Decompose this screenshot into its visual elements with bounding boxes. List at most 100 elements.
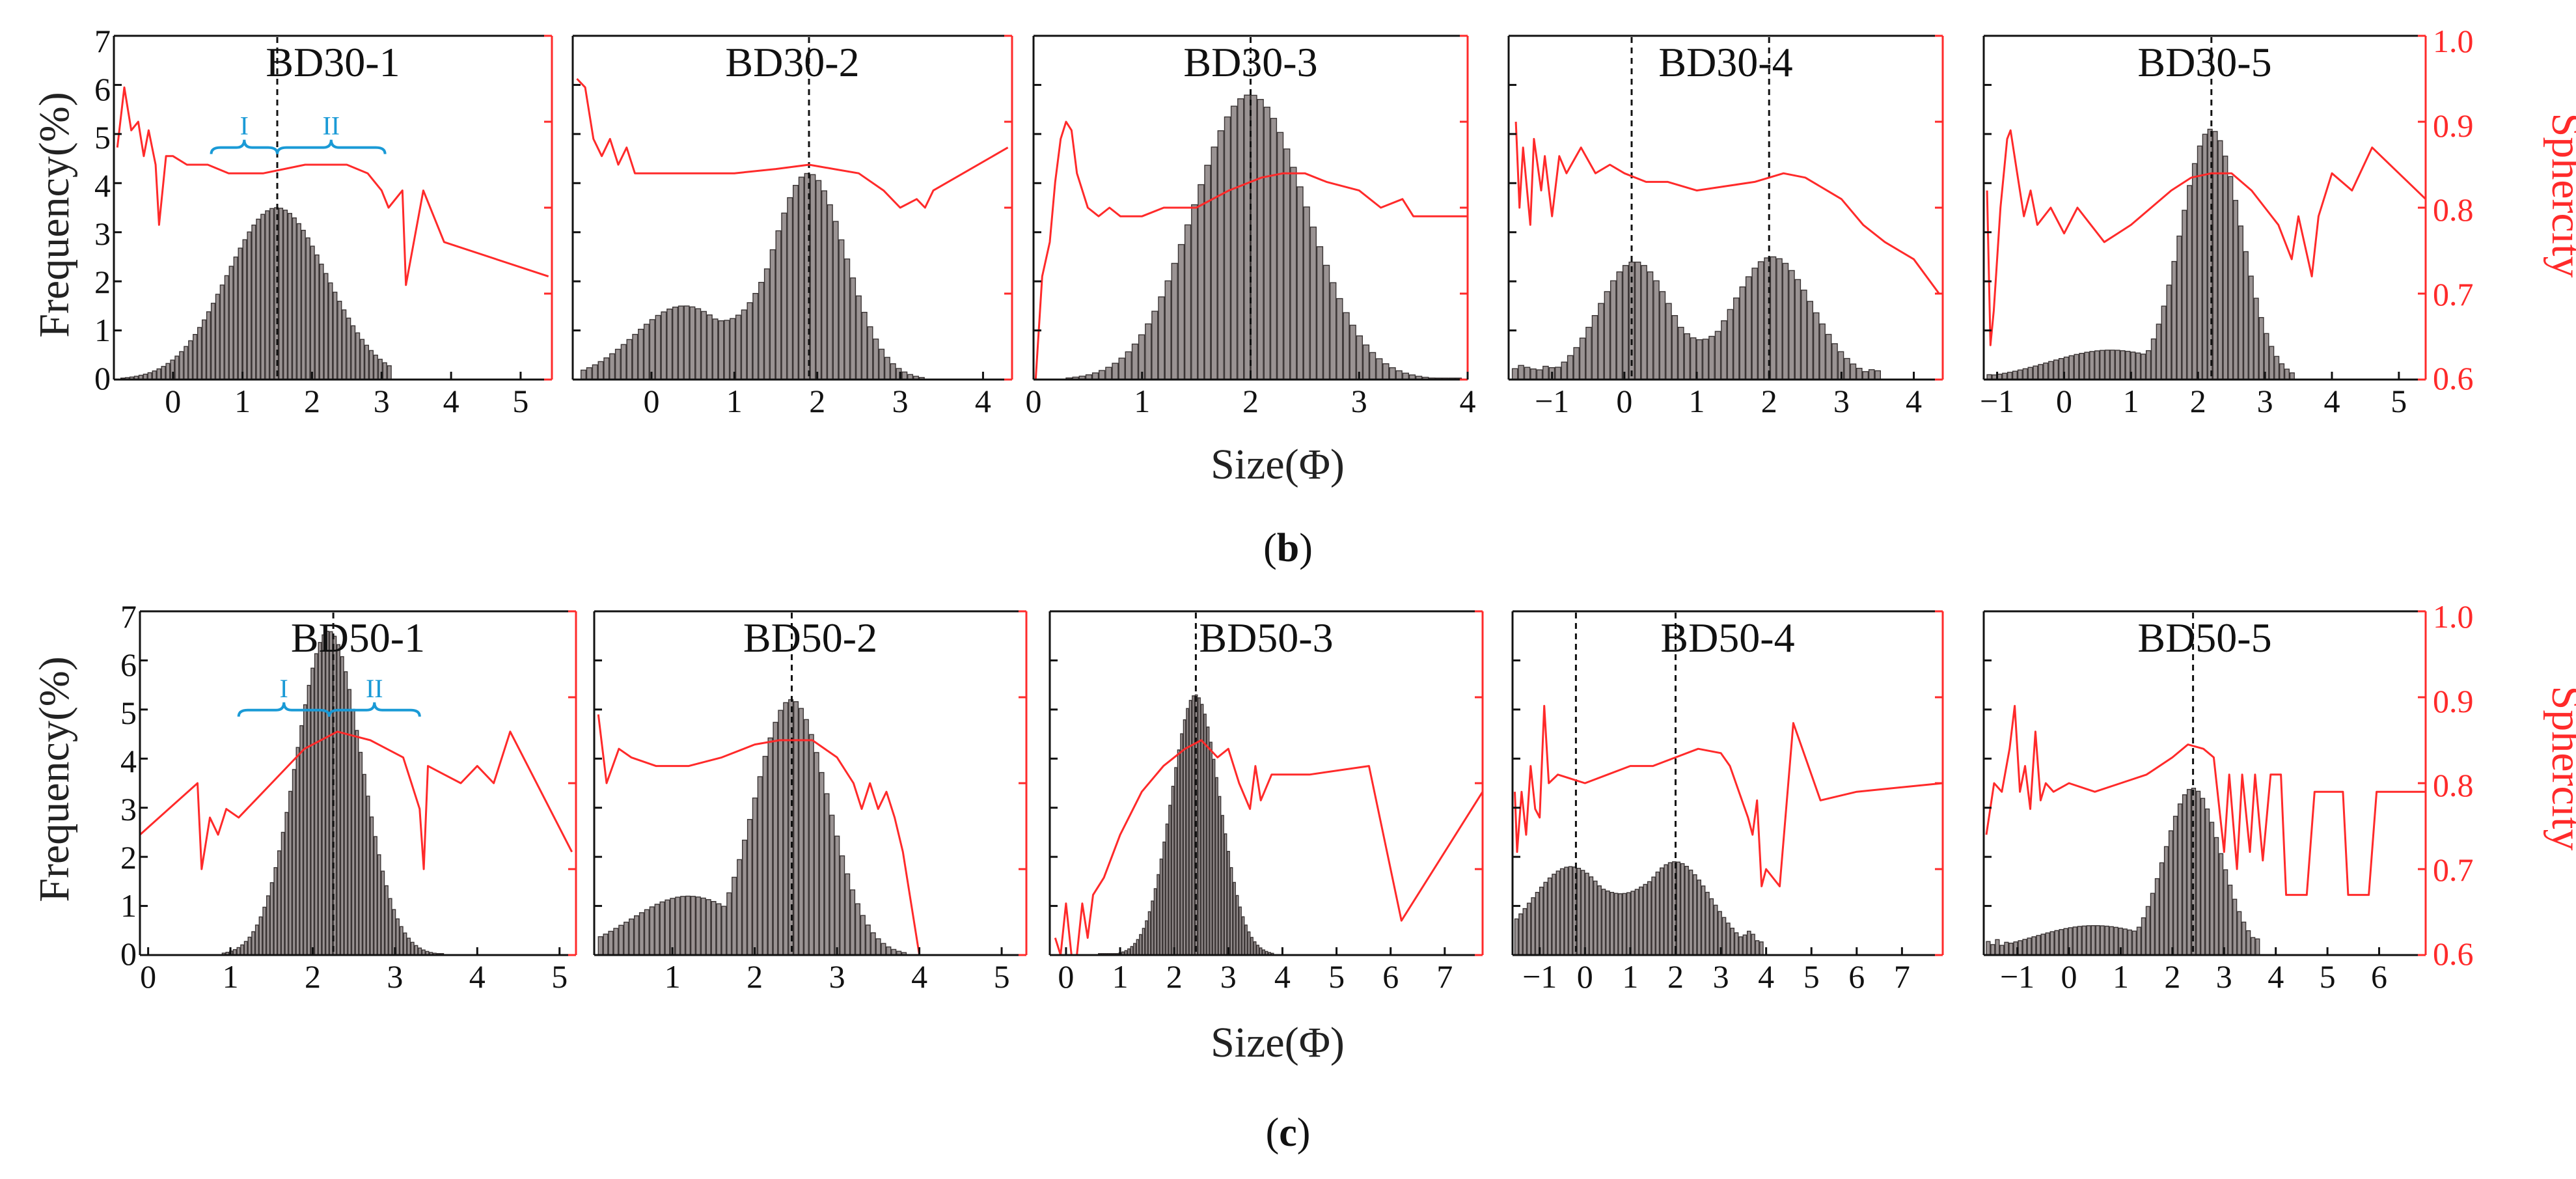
histogram (597, 699, 907, 956)
x-tick-label: 4 (1460, 383, 1476, 419)
histogram-bar (1524, 367, 1531, 380)
range-label: I (240, 111, 249, 141)
histogram-bar (1188, 700, 1192, 956)
histogram-bar (277, 850, 281, 956)
histogram-bar (1247, 931, 1251, 956)
histogram-bar (1647, 271, 1654, 380)
histogram-bar (845, 873, 851, 956)
y2-tick-label: 0.8 (2433, 767, 2474, 803)
histogram-bar (1229, 867, 1233, 956)
histogram-bar (2212, 131, 2218, 380)
histogram-bar (666, 309, 673, 380)
histogram-bar (2187, 185, 2193, 380)
histogram-bar (618, 924, 624, 956)
range-brace (210, 139, 279, 154)
x-tick-label: 2 (1667, 958, 1684, 995)
histogram-bar (355, 730, 359, 956)
histogram-bar (2258, 317, 2264, 380)
histogram-bar (678, 305, 684, 380)
histogram-bar (1713, 904, 1718, 956)
histogram-bar (2200, 798, 2206, 956)
histogram-bar (2251, 937, 2256, 956)
histogram-bar (2209, 822, 2215, 956)
x-tick-label: 6 (1848, 958, 1865, 995)
x-tick-label: 2 (305, 958, 321, 995)
histogram-bar (861, 312, 868, 380)
histogram-bar (2274, 355, 2280, 380)
histogram-bar (613, 928, 619, 956)
row-b-y-axis-label: Frequency(%) (31, 92, 78, 338)
x-tick-label: 6 (2371, 958, 2387, 995)
histogram-bar (1572, 867, 1577, 956)
histogram-bar (260, 214, 266, 380)
histogram-bar (1610, 280, 1617, 380)
histogram-bar (1639, 886, 1643, 956)
x-tick-label: 1 (2113, 958, 2129, 995)
histogram-bar (1322, 264, 1330, 380)
histogram-bar (1606, 890, 1610, 956)
x-tick-label: 4 (911, 958, 927, 995)
histogram-bar (2072, 926, 2077, 956)
histogram-bar (1145, 323, 1152, 380)
histogram-bar (1543, 881, 1548, 956)
histogram-bar (174, 355, 180, 380)
histogram-bar (1147, 911, 1151, 956)
histogram-bar (279, 208, 284, 380)
x-tick-label: 7 (1436, 958, 1453, 995)
histogram-bar (1091, 372, 1099, 380)
histogram-bar (362, 773, 366, 956)
histogram-bar (1204, 165, 1211, 380)
histogram-bar (2090, 925, 2096, 956)
histogram-bar (382, 362, 387, 380)
histogram-bar (307, 684, 311, 956)
y-tick-label: 4 (94, 167, 111, 204)
histogram-bar (251, 225, 256, 380)
x-tick-label: 2 (2190, 383, 2206, 419)
histogram-bar (2077, 926, 2082, 956)
histogram-bar (726, 892, 732, 956)
y2-tick-label: 0.6 (2433, 360, 2474, 396)
histogram-bar (1539, 886, 1544, 956)
histogram-bar (1555, 870, 1561, 956)
histogram-bar (256, 218, 261, 380)
histogram-bar (769, 249, 776, 380)
histogram-bar (1585, 327, 1592, 380)
histogram-bar (2284, 368, 2290, 380)
histogram-bar (855, 295, 862, 380)
y-tick-label: 5 (120, 695, 137, 731)
histogram-bar (1561, 361, 1568, 380)
histogram-bar (1536, 369, 1543, 380)
x-tick-label: 4 (469, 958, 486, 995)
histogram-bar (284, 812, 289, 956)
histogram-bar (844, 258, 851, 380)
histogram-bar (1343, 312, 1350, 380)
histogram-bar (1224, 833, 1227, 956)
histogram-bar (792, 185, 799, 380)
histogram-bar (1709, 898, 1714, 956)
histogram-bar (741, 839, 748, 956)
histogram-bar (303, 704, 307, 956)
histogram-bar (206, 311, 212, 380)
x-tick-label: 2 (2164, 958, 2180, 995)
x-tick-label: 5 (2320, 958, 2336, 995)
histogram-bar (1874, 370, 1882, 380)
histogram-bar (1734, 932, 1739, 956)
histogram-bar (156, 368, 161, 380)
histogram-bar (2246, 930, 2251, 956)
x-tick-label: 0 (644, 383, 660, 419)
histogram-bar (1585, 872, 1589, 956)
histogram-bar (2141, 354, 2146, 380)
sphericity-line (1985, 704, 2426, 896)
histogram-bar (1739, 286, 1746, 380)
histogram-bar (2135, 352, 2141, 380)
histogram-bar (1164, 280, 1172, 380)
x-tick-label: 4 (1906, 383, 1922, 419)
histogram-bar (706, 899, 711, 956)
histogram-bar (2125, 350, 2131, 380)
histogram-bar (1239, 906, 1242, 956)
row-b-y2-axis-label: Sphercity (2543, 113, 2576, 278)
histogram-bar (2031, 936, 2036, 956)
histogram-bar (1153, 888, 1157, 956)
histogram-bar (336, 644, 340, 956)
histogram-bar (258, 916, 263, 956)
